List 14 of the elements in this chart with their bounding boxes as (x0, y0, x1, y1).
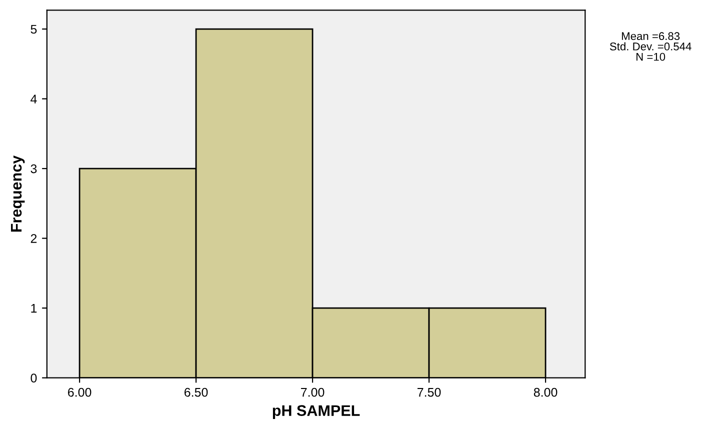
y-tick-label: 1 (31, 304, 37, 313)
x-tick-label: 8.00 (534, 388, 558, 397)
y-tick-label: 3 (30, 164, 37, 174)
x-tick-label: 7.50 (418, 388, 441, 397)
x-axis-title: pH SAMPEL (272, 405, 360, 419)
x-tick-label: 7.00 (301, 388, 324, 397)
x-tick-label: 6.50 (184, 388, 208, 397)
x-tick-label: 6.00 (68, 388, 92, 397)
y-tick-label: 0 (30, 374, 37, 382)
text: Mean =6.83 Std. Dev. =0.544 N =10 (610, 32, 692, 61)
y-tick-label: 5 (30, 24, 37, 34)
y-tick-label: 2 (30, 234, 37, 243)
y-tick-label: 4 (30, 94, 37, 104)
y-axis-title: Frequency (11, 155, 25, 232)
